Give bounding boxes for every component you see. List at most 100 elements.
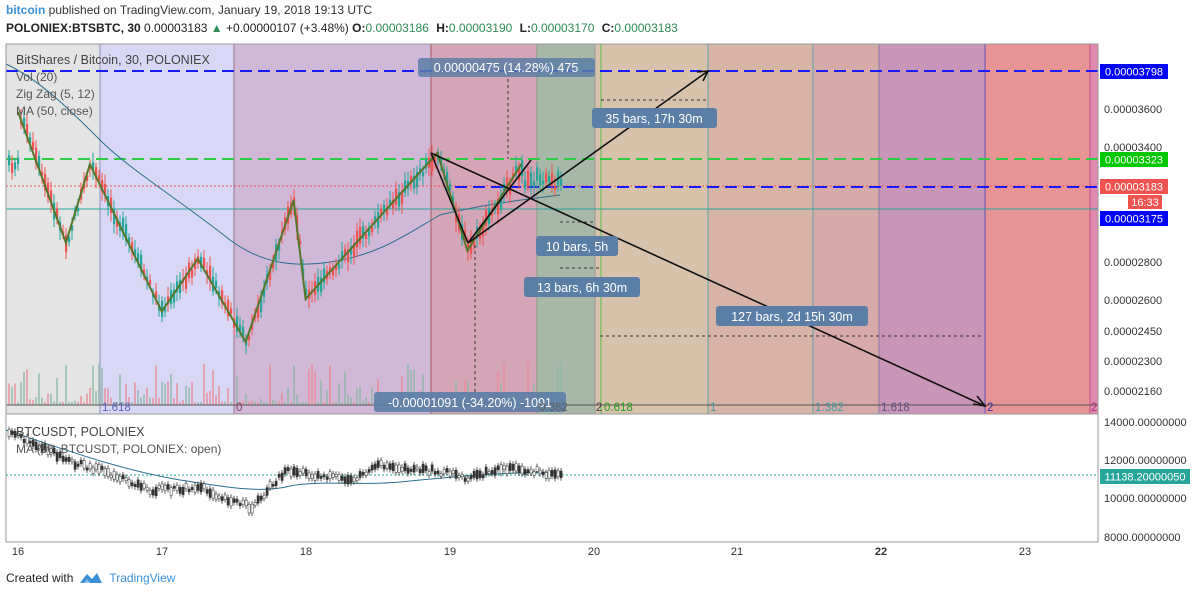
bars10-label: 10 bars, 5h	[546, 240, 609, 254]
volume-bar	[365, 397, 367, 405]
btc-candle-body	[136, 479, 140, 488]
volume-bar	[32, 400, 34, 405]
btc-candle-body	[208, 488, 212, 498]
volume-bar	[53, 401, 55, 405]
volume-bar	[356, 387, 358, 405]
btc-candle-body	[451, 470, 455, 474]
btc-candle-body	[553, 469, 557, 479]
tradingview-link[interactable]: TradingView	[109, 571, 176, 585]
candle-body	[479, 227, 482, 239]
volume-bar	[11, 386, 13, 405]
btc-candle-body	[382, 464, 386, 470]
btc-candle-body	[370, 464, 374, 471]
btc-candle-body	[37, 445, 41, 449]
btc-candle-body	[541, 471, 545, 476]
fib-label: 1.618	[102, 402, 131, 414]
candle-body	[47, 182, 50, 198]
author-link[interactable]: bitcoin	[6, 3, 46, 17]
close-value: 0.00003183	[614, 21, 678, 35]
btc-candle-body	[244, 499, 248, 507]
candle-body	[122, 217, 125, 234]
candle-body	[227, 299, 230, 317]
btc-candle-body	[235, 498, 239, 503]
btc-candle-body	[76, 463, 80, 467]
volume-bar	[560, 363, 562, 405]
volume-bar	[497, 372, 499, 405]
btc-candle-body	[340, 475, 344, 481]
candle-body	[269, 268, 272, 280]
fib-label: 1	[710, 402, 716, 414]
candle-body	[137, 253, 140, 262]
btc-candle-body	[268, 481, 272, 489]
btc-candle-body	[409, 468, 413, 472]
tradingview-logo-icon	[80, 573, 103, 583]
volume-bar	[107, 388, 109, 405]
publish-info: published on TradingView.com, January 19…	[48, 3, 372, 17]
sub-axis[interactable]: 14000.00000000 12000.00000000 10000.0000…	[1100, 417, 1190, 544]
volume-bar	[17, 401, 19, 405]
btc-candle-body	[538, 470, 542, 475]
volume-bar	[527, 362, 529, 405]
price-axis[interactable]: 0.00003600 0.00003400 0.00002800 0.00002…	[1104, 104, 1162, 398]
btc-candle-body	[406, 467, 410, 474]
volume-bar	[95, 391, 97, 405]
candle-body	[17, 157, 20, 164]
btc-candle-body	[517, 465, 521, 474]
volume-bar	[296, 394, 298, 405]
btc-candle-body	[43, 443, 47, 451]
btc-candle-body	[364, 471, 368, 476]
sub-tick: 8000.00000000	[1104, 532, 1180, 544]
candle-body	[500, 193, 503, 209]
btc-candle-body	[211, 489, 215, 499]
volume-bar	[377, 378, 379, 405]
candle-body	[32, 141, 35, 150]
candle-body	[305, 289, 308, 295]
volume-bar	[407, 363, 409, 405]
volume-bar	[314, 371, 316, 405]
btc-candle-body	[178, 487, 182, 494]
btc-candle-body	[373, 463, 377, 470]
volume-bar	[335, 401, 337, 405]
candle-body	[398, 192, 401, 207]
btc-candle-body	[22, 438, 26, 444]
created-with-label: Created with	[6, 571, 74, 585]
candle-body	[113, 208, 116, 225]
btc-candle-body	[142, 483, 146, 489]
volume-bar	[137, 390, 139, 405]
btc-candle-body	[181, 486, 185, 495]
candle-body	[527, 170, 530, 187]
btc-candle-body	[547, 470, 551, 479]
btc-candle-body	[49, 448, 53, 455]
btc-candle-body	[145, 487, 149, 491]
candle-body	[239, 324, 242, 332]
price-tick: 0.00002600	[1104, 295, 1162, 307]
time-axis[interactable]: 16 17 18 19 20 21 22 23	[12, 546, 1031, 558]
volume-bar	[92, 365, 94, 405]
volume-bar	[239, 401, 241, 405]
volume-bar	[242, 400, 244, 405]
btc-candle-body	[58, 451, 62, 458]
time-tick: 17	[156, 546, 168, 558]
volume-bar	[41, 397, 43, 405]
candle-body	[86, 175, 89, 181]
btc-candle-body	[493, 467, 497, 476]
volume-bar	[329, 365, 331, 405]
rise-bars-label: 35 bars, 17h 30m	[605, 112, 702, 126]
candle-body	[347, 249, 350, 263]
candle-body	[29, 137, 32, 144]
btc-candle-body	[217, 495, 221, 500]
publish-header: bitcoin published on TradingView.com, Ja…	[6, 3, 372, 17]
btc-candle-body	[214, 493, 218, 500]
volume-bar	[134, 382, 136, 405]
volume-bar	[344, 371, 346, 405]
sub-legend-title: BTCUSDT, POLONIEX	[16, 425, 145, 439]
btc-candle-body	[247, 504, 251, 514]
btc-candle-body	[514, 463, 518, 472]
volume-bar	[188, 387, 190, 405]
volume-bar	[206, 392, 208, 405]
volume-bar	[125, 383, 127, 405]
time-tick: 20	[588, 546, 600, 558]
candle-body	[329, 267, 332, 273]
btc-candle-body	[529, 468, 533, 474]
